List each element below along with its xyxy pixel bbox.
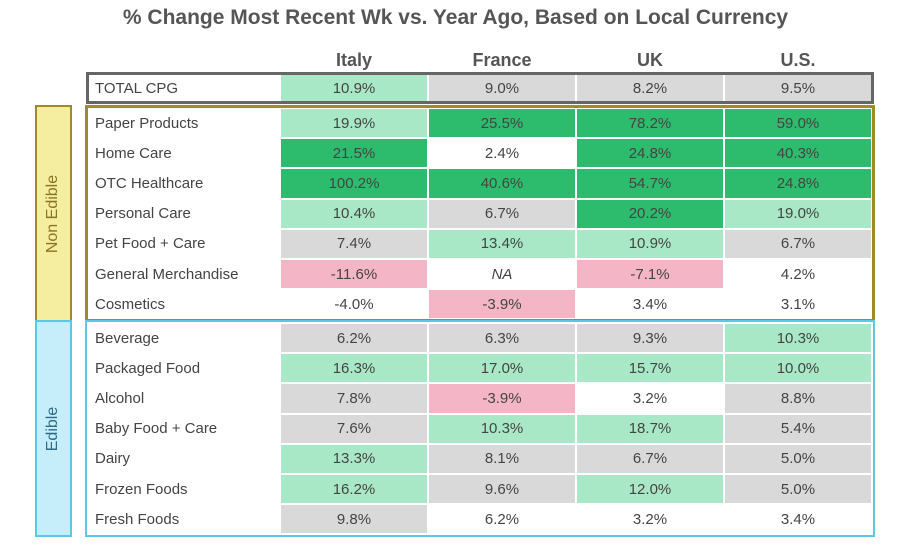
group-label: Non Edible xyxy=(44,174,62,253)
column-header: UK xyxy=(637,50,663,70)
cell: 15.7% xyxy=(576,353,724,384)
cell: 16.3% xyxy=(280,353,428,384)
group-label: Edible xyxy=(44,406,62,451)
cell: -11.6% xyxy=(280,259,428,290)
cell: -4.0% xyxy=(280,289,428,320)
cell: 25.5% xyxy=(428,108,576,139)
cell: 40.6% xyxy=(428,168,576,199)
row-label: Beverage xyxy=(88,323,280,354)
cell: 6.7% xyxy=(576,443,724,474)
cell: 3.2% xyxy=(576,504,724,535)
cell: 2.4% xyxy=(428,138,576,169)
cell: 54.7% xyxy=(576,168,724,199)
row-label: Home Care xyxy=(88,138,280,169)
cell: 5.0% xyxy=(724,474,872,505)
row-label: Fresh Foods xyxy=(88,504,280,535)
cell: 24.8% xyxy=(576,138,724,169)
cell: 7.8% xyxy=(280,383,428,414)
cell: 40.3% xyxy=(724,138,872,169)
cell: 5.4% xyxy=(724,413,872,444)
row-label: Personal Care xyxy=(88,198,280,229)
cell: 21.5% xyxy=(280,138,428,169)
cell: 16.2% xyxy=(280,474,428,505)
row-label: OTC Healthcare xyxy=(88,168,280,199)
cell: -3.9% xyxy=(428,383,576,414)
row-label: General Merchandise xyxy=(88,259,280,290)
row-label: Packaged Food xyxy=(88,353,280,384)
group-label-box: Non Edible xyxy=(35,105,72,323)
cell: 5.0% xyxy=(724,443,872,474)
cell: 3.4% xyxy=(724,504,872,535)
cell: 3.2% xyxy=(576,383,724,414)
cell: 8.1% xyxy=(428,443,576,474)
column-header: U.S. xyxy=(780,50,816,70)
cell: 13.3% xyxy=(280,443,428,474)
row-label: Cosmetics xyxy=(88,289,280,320)
row-label: Dairy xyxy=(88,443,280,474)
cell: 19.9% xyxy=(280,108,428,139)
cell: 6.3% xyxy=(428,323,576,354)
cell: 18.7% xyxy=(576,413,724,444)
group-frame xyxy=(85,105,875,323)
cell: 24.8% xyxy=(724,168,872,199)
cell: 17.0% xyxy=(428,353,576,384)
cell: -7.1% xyxy=(576,259,724,290)
cell: 7.6% xyxy=(280,413,428,444)
cell: NA xyxy=(428,259,576,290)
cell: 19.0% xyxy=(724,198,872,229)
cell: 10.4% xyxy=(280,198,428,229)
cell: 6.2% xyxy=(280,323,428,354)
row-label: Frozen Foods xyxy=(88,474,280,505)
cell: 10.0% xyxy=(724,353,872,384)
cell: -3.9% xyxy=(428,289,576,320)
group-label-box: Edible xyxy=(35,320,72,538)
cell: 78.2% xyxy=(576,108,724,139)
cell: 20.2% xyxy=(576,198,724,229)
group-frame xyxy=(85,320,875,538)
total-frame xyxy=(86,72,874,104)
row-label: Baby Food + Care xyxy=(88,413,280,444)
cell: 6.2% xyxy=(428,504,576,535)
cell: 9.6% xyxy=(428,474,576,505)
cell: 6.7% xyxy=(724,228,872,259)
cell: 6.7% xyxy=(428,198,576,229)
cell: 3.4% xyxy=(576,289,724,320)
title: % Change Most Recent Wk vs. Year Ago, Ba… xyxy=(122,6,789,29)
cell: 59.0% xyxy=(724,108,872,139)
row-label: Alcohol xyxy=(88,383,280,414)
cell: 7.4% xyxy=(280,228,428,259)
cell: 8.8% xyxy=(724,383,872,414)
cell: 10.3% xyxy=(724,323,872,354)
cell: 100.2% xyxy=(280,168,428,199)
cell: 10.9% xyxy=(576,228,724,259)
cell: 12.0% xyxy=(576,474,724,505)
cell: 13.4% xyxy=(428,228,576,259)
cell: 9.3% xyxy=(576,323,724,354)
cell: 9.8% xyxy=(280,504,428,535)
column-header: France xyxy=(472,50,532,70)
cell: 4.2% xyxy=(724,259,872,290)
cell: 10.3% xyxy=(428,413,576,444)
cell: 3.1% xyxy=(724,289,872,320)
column-header: Italy xyxy=(335,50,373,70)
row-label: Pet Food + Care xyxy=(88,228,280,259)
row-label: Paper Products xyxy=(88,108,280,139)
